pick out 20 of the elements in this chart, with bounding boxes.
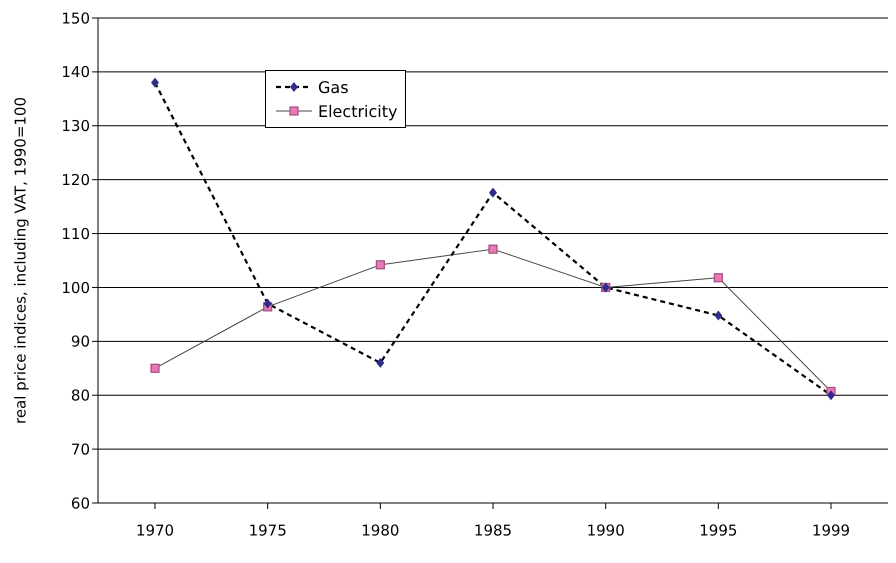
y-tick-label: 70 xyxy=(70,440,90,458)
x-tick-label: 1985 xyxy=(474,522,512,540)
y-tick-label: 110 xyxy=(61,224,90,243)
x-tick-label: 1995 xyxy=(699,522,738,540)
x-tick-label: 1970 xyxy=(136,522,174,540)
legend-label: Gas xyxy=(318,78,349,96)
x-tick-label: 1980 xyxy=(361,522,400,540)
y-tick-label: 150 xyxy=(61,9,90,28)
y-tick-label: 90 xyxy=(70,332,90,351)
y-tick-label: 120 xyxy=(61,170,90,189)
x-tick-label: 1975 xyxy=(248,522,287,540)
x-tick-label: 1990 xyxy=(586,522,625,540)
y-tick-label: 140 xyxy=(61,63,90,82)
y-tick-label: 100 xyxy=(61,278,90,297)
legend-label: Electricity xyxy=(318,102,398,120)
y-axis-title: real price indices, including VAT, 1990=100 xyxy=(11,96,30,424)
y-tick-label: 60 xyxy=(70,494,90,512)
y-tick-label: 80 xyxy=(70,386,90,405)
y-tick-label: 130 xyxy=(61,117,90,136)
x-tick-label: 1999 xyxy=(812,522,850,540)
